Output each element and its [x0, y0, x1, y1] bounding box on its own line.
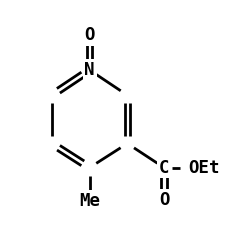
Text: C: C — [159, 159, 169, 177]
Text: Me: Me — [79, 192, 100, 210]
Text: N: N — [84, 61, 95, 79]
Text: OEt: OEt — [188, 159, 220, 177]
Text: N: N — [84, 61, 95, 79]
Text: O: O — [84, 26, 95, 44]
Text: O: O — [84, 26, 95, 44]
Text: OEt: OEt — [188, 159, 220, 177]
Text: C: C — [159, 159, 169, 177]
Text: Me: Me — [79, 192, 100, 210]
Text: O: O — [159, 191, 169, 209]
Text: O: O — [159, 191, 169, 209]
